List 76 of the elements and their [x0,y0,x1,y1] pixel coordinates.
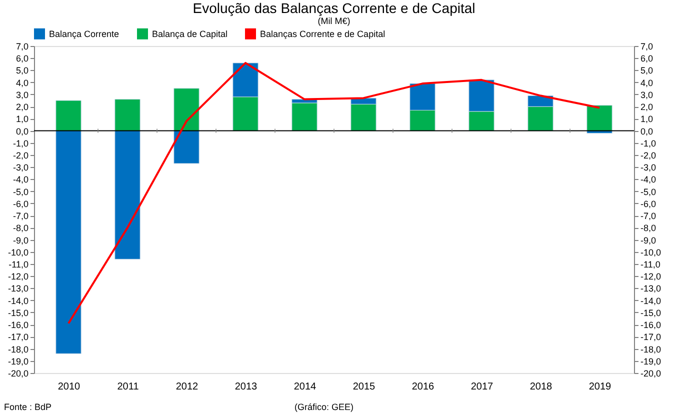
y2-tick-label: 7,0 [640,42,654,52]
y-tick-label: -15,0 [8,308,28,318]
y-tick-label: -1,0 [12,138,28,148]
y2-tick-label: -3,0 [640,162,656,173]
y2-tick-label: -14,0 [640,296,662,306]
y-tick-label: -10,0 [8,247,28,258]
y2-tick-label: 3,0 [640,90,654,100]
y2-tick-label: -18,0 [640,344,662,354]
x-tick-label: 2012 [176,382,199,392]
y-tick-label: -18,0 [8,344,28,354]
y-tick-label: -7,0 [12,211,28,222]
y-tick-label: -5,0 [12,186,28,197]
y-tick-label: -20,0 [8,368,28,378]
y2-tick-label: -7,0 [640,211,656,222]
y-tick-label: -13,0 [8,284,28,294]
y2-tick-label: -12,0 [640,272,662,282]
x-tick-label: 2018 [530,382,553,392]
x-tick-label: 2016 [412,382,435,392]
y2-tick-label: -9,0 [640,235,656,246]
x-tick-label: 2011 [117,382,140,392]
y-tick-label: 2,0 [16,102,28,112]
y2-tick-label: 6,0 [640,54,654,64]
x-tick-label: 2017 [470,382,494,392]
y2-tick-label: -11,0 [640,260,660,270]
bar [586,105,612,132]
y2-tick-label: -19,0 [640,356,662,366]
x-tick-label: 2019 [588,382,612,392]
legend-label: Balança de Capital [152,28,228,39]
x-tick-label: 2015 [352,382,376,392]
y-tick-label: -11,0 [8,260,28,270]
line-series [68,62,600,324]
chart-title: Evolução das Balanças Corrente e de Capital [192,0,476,16]
y2-tick-label: 0,0 [640,126,654,136]
y2-tick-label: 4,0 [640,78,654,88]
y2-tick-label: -15,0 [640,308,662,318]
y-tick-label: -9,0 [12,235,28,246]
y2-tick-label: 2,0 [640,102,654,112]
y2-tick-label: -4,0 [640,174,656,185]
x-tick-label: 2010 [58,382,81,392]
y-tick-label: -8,0 [12,223,28,234]
y-tick-label: 6,0 [16,54,28,64]
y2-tick-label: 5,0 [640,66,654,76]
y-tick-label: -4,0 [12,174,28,185]
x-tick-label: 2014 [294,382,317,392]
chart-subtitle: (Mil M€) [318,16,350,26]
y-tick-label: 7,0 [16,42,28,52]
y2-tick-label: -17,0 [640,332,662,342]
y2-tick-label: -5,0 [640,186,656,197]
y-tick-label: -14,0 [8,296,28,306]
y2-tick-label: -10,0 [640,247,662,258]
y-tick-label: -6,0 [12,198,28,209]
y-tick-label: 3,0 [16,90,28,100]
y-tick-label: 0,0 [16,126,28,136]
y2-tick-label: -6,0 [640,198,656,209]
y2-tick-label: 1,0 [640,114,654,124]
y-tick-label: -19,0 [8,356,28,366]
x-tick-label: 2013 [234,382,258,392]
y-tick-label: -12,0 [8,272,28,282]
y2-tick-label: -13,0 [640,284,662,294]
y-tick-label: -16,0 [8,320,28,330]
y2-tick-label: -1,0 [640,138,656,148]
y-tick-label: 4,0 [16,78,28,88]
y-tick-label: -3,0 [12,162,28,173]
y-tick-label: 1,0 [16,114,28,124]
legend-label: Balanças Corrente e de Capital [260,28,386,39]
y2-tick-label: -2,0 [640,150,656,160]
bar [292,102,318,132]
y-tick-label: -2,0 [12,150,28,160]
text: (Gráfico: GEE) [294,402,354,412]
y2-tick-label: -8,0 [640,223,656,234]
legend-label: Balança Corrente [49,28,120,39]
y2-tick-label: -16,0 [640,320,662,330]
y-tick-label: 5,0 [16,66,28,76]
source-note: Fonte : BdP [4,402,52,412]
y-tick-label: -17,0 [8,332,28,342]
y2-tick-label: -20,0 [640,368,662,378]
